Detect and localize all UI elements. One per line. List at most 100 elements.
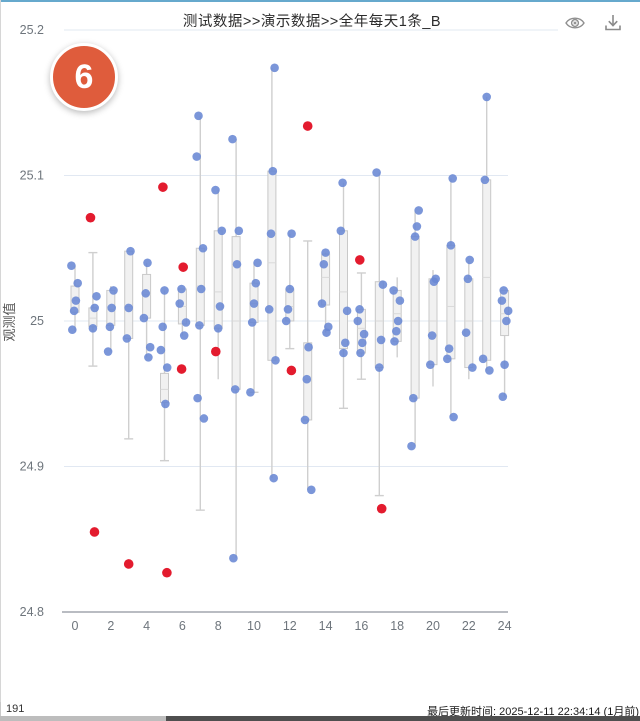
box-group[interactable]	[374, 172, 384, 497]
data-point[interactable]	[429, 277, 439, 287]
outlier-point[interactable]	[176, 364, 187, 374]
data-point[interactable]	[177, 284, 186, 294]
data-point[interactable]	[213, 323, 223, 333]
data-point[interactable]	[342, 306, 352, 316]
box-group[interactable]	[231, 139, 241, 559]
data-point[interactable]	[463, 274, 473, 284]
horizontal-scrollbar[interactable]	[0, 716, 640, 721]
data-point[interactable]	[193, 393, 202, 403]
outlier-point[interactable]	[286, 365, 297, 376]
data-point[interactable]	[122, 334, 132, 343]
scrollbar-thumb[interactable]	[166, 716, 640, 721]
data-point[interactable]	[449, 412, 458, 422]
data-point[interactable]	[358, 338, 367, 348]
outlier-point[interactable]	[89, 527, 100, 537]
data-point[interactable]	[302, 374, 312, 384]
data-point[interactable]	[143, 258, 152, 268]
outlier-point[interactable]	[162, 567, 172, 578]
data-point[interactable]	[465, 255, 475, 265]
data-point[interactable]	[283, 305, 293, 314]
box-group[interactable]	[124, 250, 134, 440]
data-point[interactable]	[353, 316, 363, 326]
box-group[interactable]	[482, 96, 492, 371]
outlier-point[interactable]	[376, 503, 387, 514]
box-group[interactable]	[160, 290, 169, 462]
data-point[interactable]	[71, 296, 81, 305]
data-point[interactable]	[144, 353, 153, 362]
data-point[interactable]	[266, 229, 276, 238]
data-point[interactable]	[336, 226, 346, 236]
data-point[interactable]	[229, 553, 238, 563]
data-point[interactable]	[264, 305, 274, 314]
data-point[interactable]	[341, 338, 350, 348]
outlier-point[interactable]	[85, 212, 96, 223]
data-point[interactable]	[107, 303, 116, 313]
data-point[interactable]	[446, 241, 456, 250]
data-point[interactable]	[502, 316, 511, 326]
data-point[interactable]	[307, 485, 316, 495]
data-point[interactable]	[217, 226, 227, 236]
data-point[interactable]	[192, 152, 201, 161]
data-point[interactable]	[389, 286, 398, 295]
box-group[interactable]	[303, 240, 313, 490]
data-point[interactable]	[480, 175, 490, 185]
data-point[interactable]	[448, 174, 458, 183]
data-point[interactable]	[253, 258, 262, 268]
outlier-point[interactable]	[355, 255, 365, 265]
data-point[interactable]	[285, 284, 295, 294]
data-point[interactable]	[67, 261, 76, 271]
data-point[interactable]	[228, 134, 237, 144]
data-point[interactable]	[356, 348, 365, 358]
data-point[interactable]	[160, 286, 169, 295]
data-point[interactable]	[395, 296, 405, 305]
data-point[interactable]	[103, 347, 113, 356]
data-point[interactable]	[88, 323, 98, 333]
data-point[interactable]	[246, 387, 255, 397]
data-point[interactable]	[251, 278, 261, 288]
data-point[interactable]	[211, 185, 220, 195]
data-point[interactable]	[156, 345, 166, 355]
data-point[interactable]	[322, 328, 331, 337]
data-point[interactable]	[409, 393, 418, 403]
data-point[interactable]	[179, 331, 189, 340]
data-point[interactable]	[175, 299, 184, 308]
download-button[interactable]	[600, 11, 626, 35]
box-group[interactable]	[177, 288, 187, 336]
data-point[interactable]	[69, 306, 79, 316]
data-point[interactable]	[158, 322, 167, 332]
data-point[interactable]	[443, 354, 452, 364]
data-point[interactable]	[271, 355, 280, 365]
data-point[interactable]	[161, 399, 170, 409]
data-point[interactable]	[485, 366, 494, 375]
data-point[interactable]	[196, 284, 206, 294]
data-point[interactable]	[499, 286, 509, 295]
data-point[interactable]	[376, 335, 386, 345]
data-point[interactable]	[234, 226, 244, 236]
outlier-point[interactable]	[211, 346, 221, 357]
data-point[interactable]	[426, 360, 435, 369]
data-point[interactable]	[412, 222, 422, 231]
data-point[interactable]	[268, 166, 278, 176]
data-point[interactable]	[181, 318, 191, 327]
box-group[interactable]	[500, 289, 510, 397]
data-point[interactable]	[90, 303, 99, 313]
visibility-toggle-button[interactable]	[562, 11, 588, 35]
data-point[interactable]	[372, 168, 381, 177]
data-point[interactable]	[498, 392, 508, 401]
data-point[interactable]	[410, 232, 420, 241]
data-point[interactable]	[444, 344, 454, 353]
data-point[interactable]	[249, 299, 259, 308]
box-group[interactable]	[267, 67, 277, 479]
box-group[interactable]	[106, 286, 116, 352]
data-point[interactable]	[468, 363, 477, 372]
box-group[interactable]	[446, 178, 456, 418]
data-point[interactable]	[355, 305, 364, 314]
data-point[interactable]	[414, 206, 424, 215]
data-point[interactable]	[500, 360, 509, 369]
data-point[interactable]	[141, 289, 150, 298]
data-point[interactable]	[300, 415, 310, 425]
data-point[interactable]	[199, 414, 209, 423]
box-group[interactable]	[339, 182, 348, 409]
outlier-point[interactable]	[158, 182, 168, 192]
